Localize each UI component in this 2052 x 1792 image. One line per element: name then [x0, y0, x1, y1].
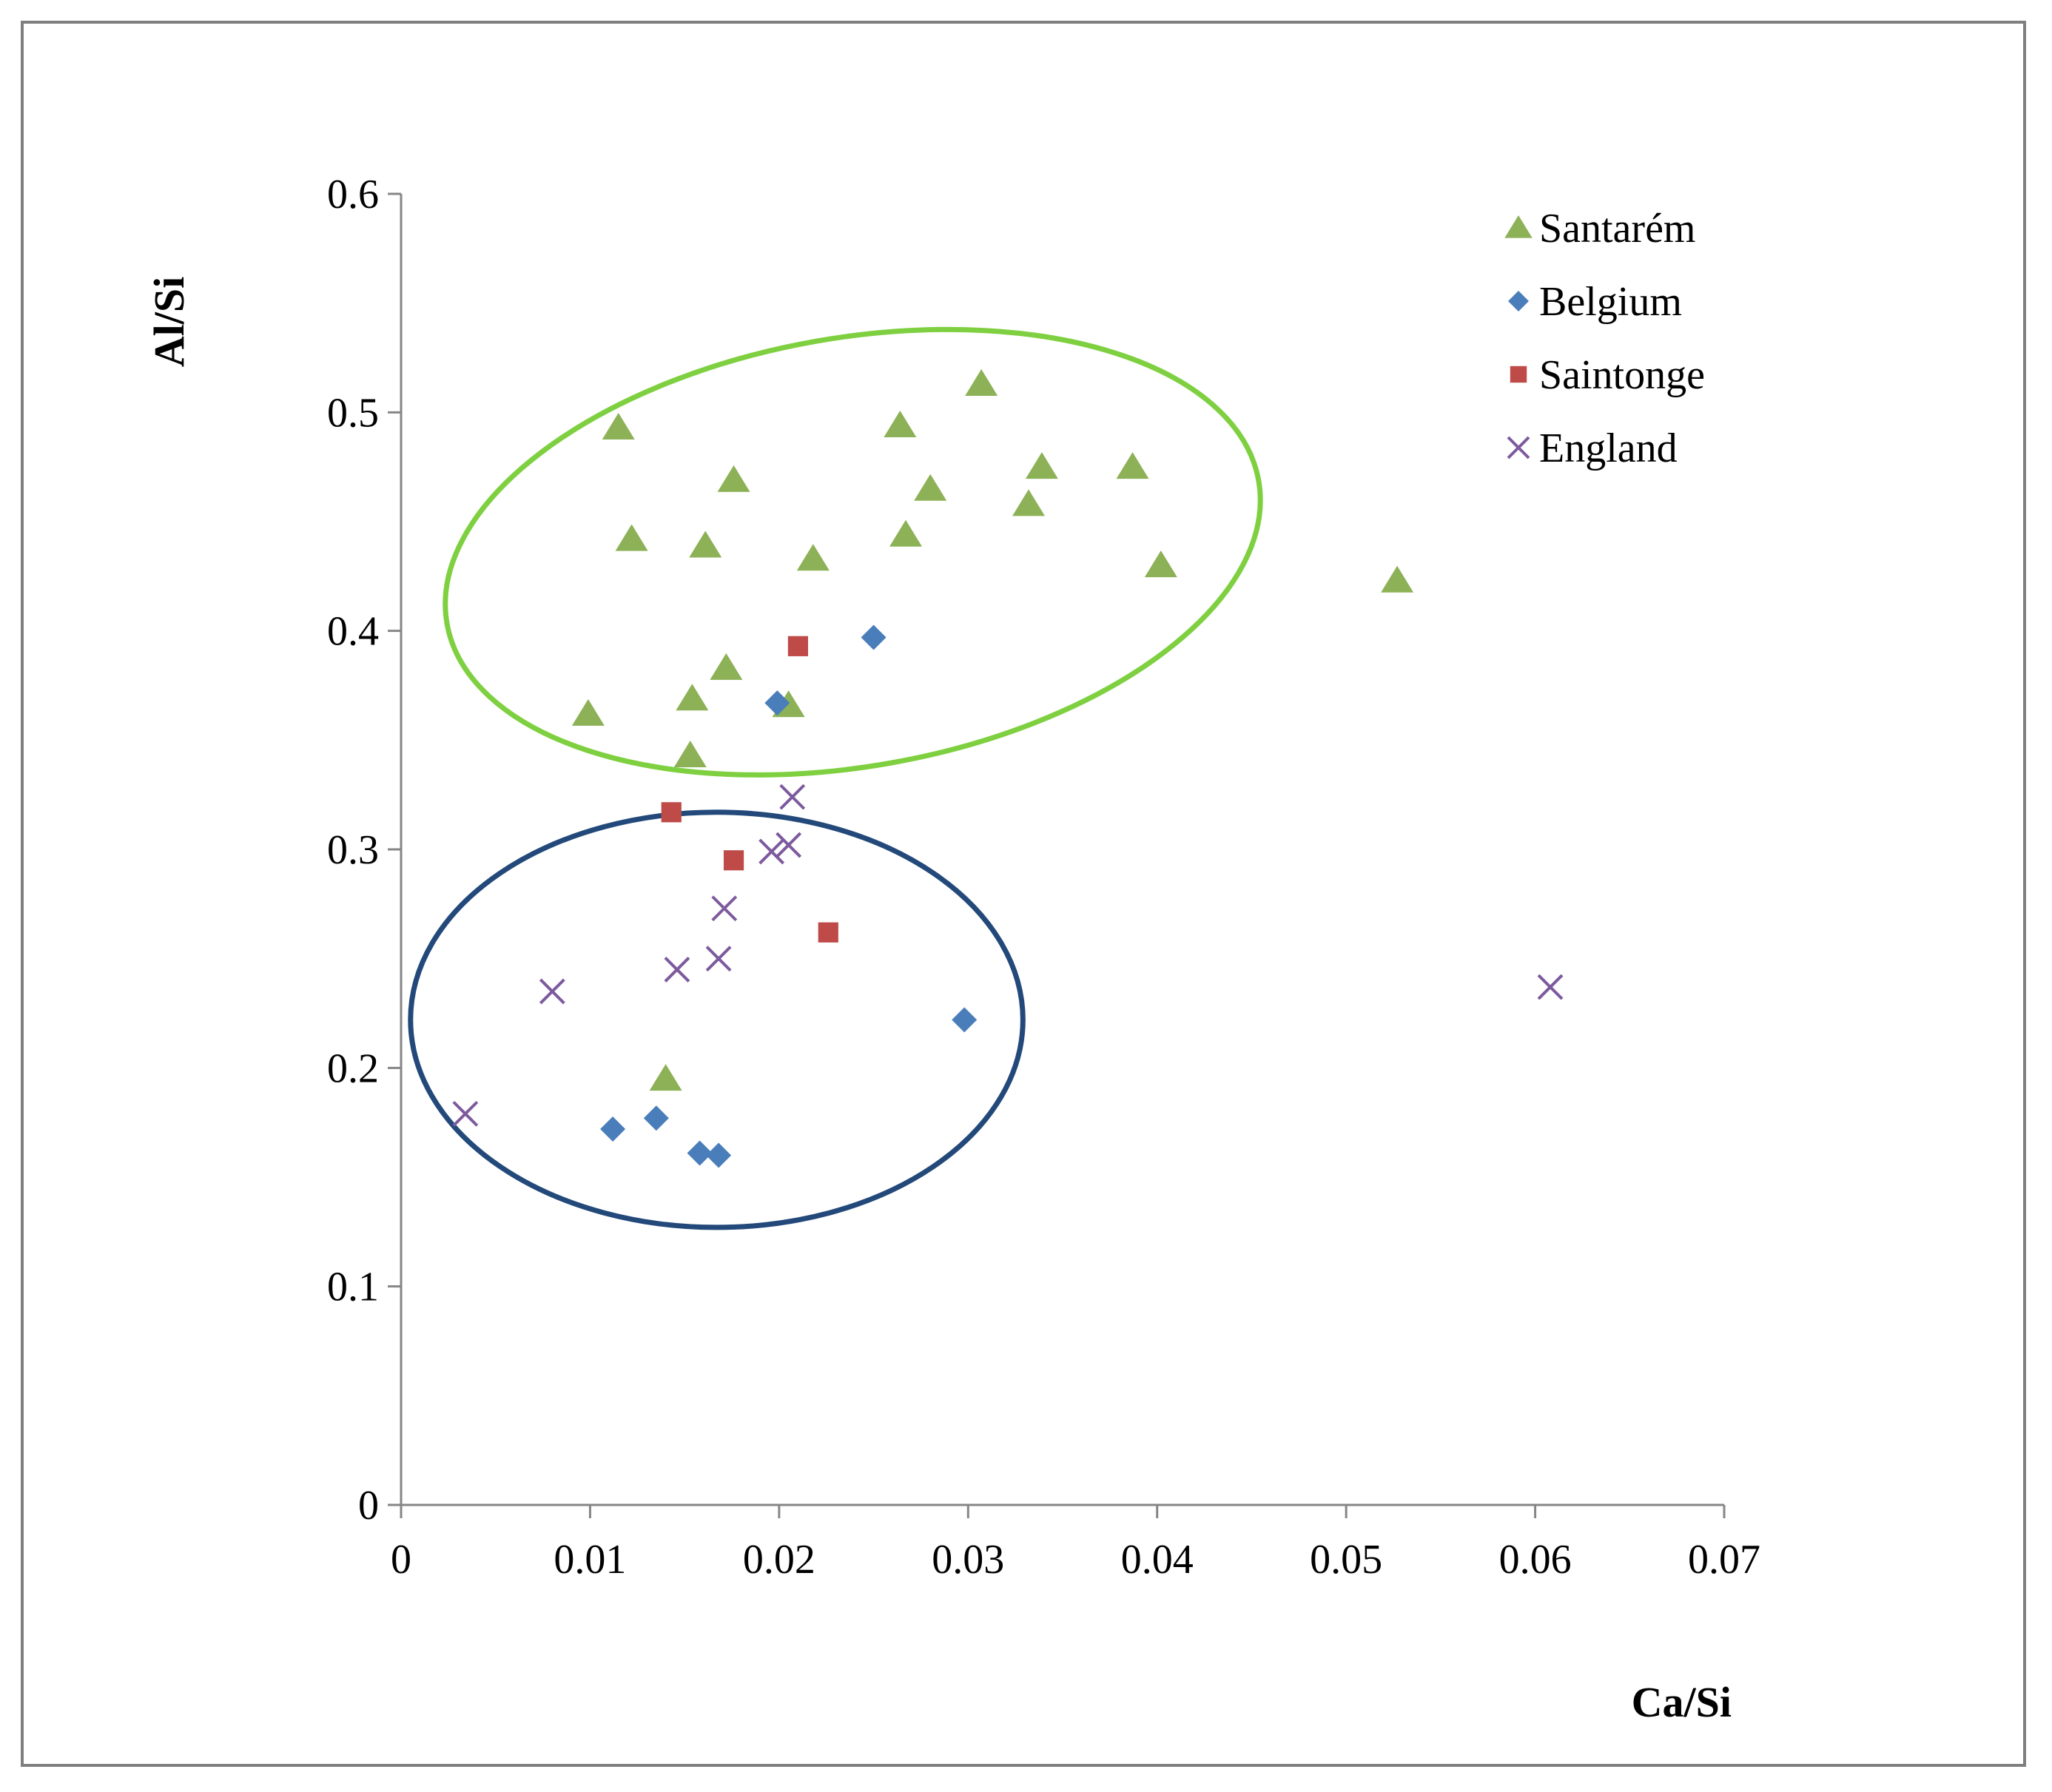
data-point-diamond	[952, 1007, 978, 1033]
x-tick-label: 0.04	[1121, 1537, 1194, 1583]
x-marker-stroke	[1537, 974, 1564, 1000]
data-point-diamond	[600, 1116, 626, 1142]
legend-marker	[1508, 291, 1529, 311]
data-point-diamond	[687, 1140, 713, 1166]
x-marker-stroke	[776, 832, 802, 858]
legend-marker	[1507, 436, 1530, 459]
data-point-triangle	[914, 474, 947, 501]
x-marker-stroke	[664, 957, 690, 983]
x-marker-stroke	[539, 978, 565, 1005]
legend-label: Belgium	[1539, 279, 1682, 325]
x-tick-label: 0.02	[743, 1537, 815, 1583]
data-point-x	[758, 838, 785, 865]
data-point-diamond	[861, 624, 887, 650]
data-point-triangle	[676, 684, 709, 711]
data-point-x	[452, 1100, 479, 1127]
y-tick-label: 0.2	[327, 1045, 379, 1091]
data-point-triangle	[717, 465, 750, 492]
y-axis-title: Al/Si	[145, 277, 193, 368]
data-point-diamond	[706, 1142, 732, 1168]
x-tick-label: 0.05	[1310, 1537, 1382, 1583]
data-point-triangle	[1381, 565, 1414, 593]
chart-frame	[21, 21, 2026, 1767]
data-point-x	[664, 957, 690, 983]
data-point-triangle	[884, 411, 917, 438]
x-tick-label: 0	[391, 1537, 411, 1583]
data-point-triangle	[649, 1064, 682, 1091]
x-marker-stroke	[1507, 436, 1530, 459]
data-point-triangle	[710, 653, 743, 680]
data-point-triangle	[1012, 489, 1046, 516]
data-point-square	[787, 636, 808, 656]
data-point-x	[705, 946, 732, 972]
data-point-x	[539, 978, 565, 1005]
x-tick-label: 0.07	[1688, 1537, 1760, 1583]
data-point-square	[723, 850, 744, 871]
data-point-triangle	[796, 544, 830, 571]
y-tick-label: 0.5	[327, 390, 379, 436]
y-tick-label: 0.4	[327, 609, 379, 655]
data-point-triangle	[673, 741, 707, 768]
data-point-x	[711, 895, 738, 922]
data-point-triangle	[602, 413, 635, 440]
y-tick-label: 0.3	[327, 827, 379, 873]
legend-label: Santarém	[1539, 206, 1695, 252]
data-point-square	[818, 922, 838, 943]
x-tick-label: 0.03	[932, 1537, 1004, 1583]
y-tick-label: 0.1	[327, 1264, 379, 1310]
y-tick-label: 0	[358, 1483, 379, 1529]
data-point-diamond	[643, 1105, 669, 1131]
data-point-diamond	[764, 690, 790, 716]
legend-label: Saintonge	[1539, 352, 1705, 398]
data-point-square	[661, 802, 682, 823]
data-point-triangle	[1116, 452, 1149, 479]
data-point-triangle	[1144, 550, 1177, 578]
x-tick-label: 0.06	[1499, 1537, 1572, 1583]
data-point-triangle	[689, 530, 722, 558]
cluster-ellipses	[408, 326, 1263, 1230]
data-point-triangle	[1025, 452, 1058, 479]
data-point-x	[1537, 974, 1564, 1000]
cluster-ellipse	[408, 809, 1026, 1230]
x-marker-stroke	[705, 946, 732, 972]
data-point-x	[776, 832, 802, 858]
data-point-triangle	[889, 519, 922, 547]
axes: 0 0.1 0.2 0.3 0.4 0.5 0.6 0 0.01 0.02 0.03 0.04 0.05…	[327, 172, 1760, 1583]
legend-marker	[1510, 366, 1527, 383]
x-marker-stroke	[779, 784, 806, 810]
data-point-triangle	[571, 698, 605, 726]
x-axis-title: Ca/Si	[1632, 1678, 1732, 1726]
legend-label: England	[1539, 425, 1678, 471]
x-marker-stroke	[758, 838, 785, 865]
legend: Santarém Belgium Saintonge England	[1504, 206, 1705, 471]
y-tick-label: 0.6	[327, 172, 379, 218]
x-marker-stroke	[711, 895, 738, 922]
data-point-triangle	[615, 524, 648, 551]
legend-marker	[1504, 215, 1533, 238]
data-points	[452, 368, 1564, 1168]
data-point-triangle	[965, 368, 998, 396]
data-point-x	[779, 784, 806, 810]
x-marker-stroke	[452, 1100, 479, 1127]
x-tick-label: 0.01	[554, 1537, 626, 1583]
cluster-ellipse	[443, 326, 1263, 778]
